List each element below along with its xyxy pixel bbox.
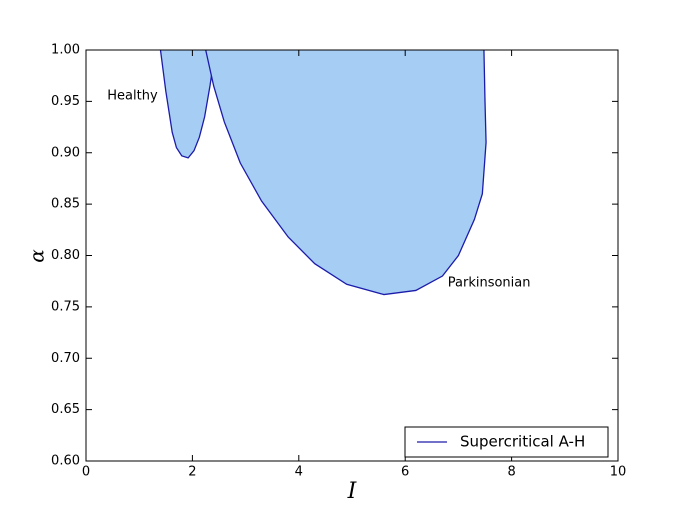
y-tick-label: 0.90 [51, 145, 80, 160]
annotation: Parkinsonian [448, 276, 531, 291]
y-tick-label: 0.70 [51, 351, 80, 366]
x-tick-label: 4 [295, 465, 303, 480]
x-tick-label: 6 [401, 465, 409, 480]
y-tick-label: 0.80 [51, 248, 80, 263]
curve [159, 50, 216, 159]
filled-region [205, 50, 487, 295]
y-tick-label: 0.95 [51, 94, 80, 109]
x-tick-label: 0 [82, 465, 90, 480]
y-tick-label: 1.00 [51, 43, 80, 58]
x-axis-label: I [347, 479, 358, 504]
plot-area [159, 50, 487, 296]
y-tick-label: 0.60 [51, 454, 80, 469]
legend-label: Supercritical A-H [460, 433, 585, 451]
x-tick-label: 2 [188, 465, 196, 480]
x-tick-label: 10 [610, 465, 627, 480]
annotation: Healthy [107, 89, 158, 104]
curve [205, 50, 487, 296]
filled-region [160, 50, 216, 158]
y-tick-label: 0.75 [51, 299, 80, 314]
y-axis-label: α [25, 249, 49, 263]
x-tick-label: 8 [507, 465, 515, 480]
y-tick-label: 0.65 [51, 402, 80, 417]
y-tick-label: 0.85 [51, 197, 80, 212]
legend-box [404, 426, 609, 458]
